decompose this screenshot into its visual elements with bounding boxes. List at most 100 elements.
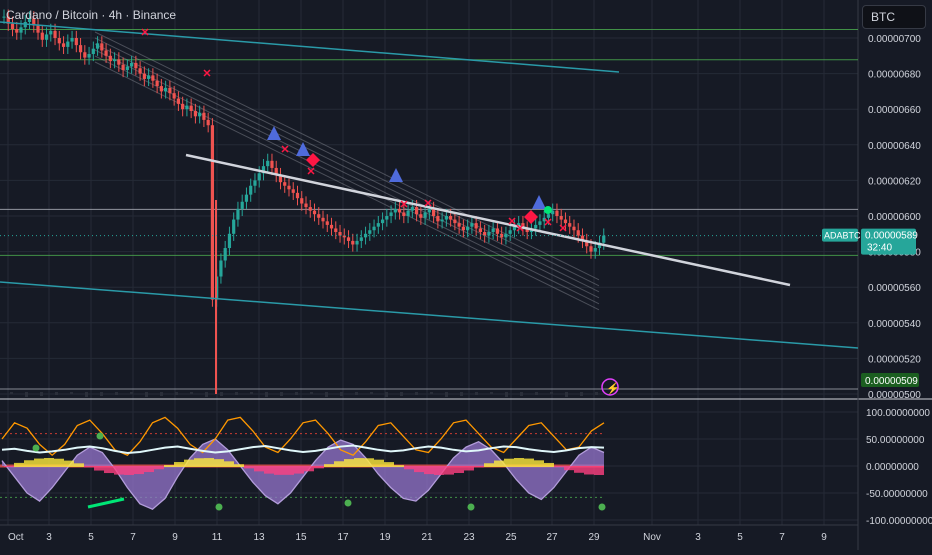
candle-body	[461, 226, 465, 231]
osc-y-tick-label: 100.00000000	[866, 408, 930, 419]
osc-histogram-bar	[84, 466, 94, 468]
candle-body	[147, 75, 151, 79]
currency-selector[interactable]: BTC	[862, 5, 926, 29]
x-tick-label: 15	[295, 532, 307, 543]
candle-body	[70, 38, 74, 42]
entry-dot	[544, 206, 552, 214]
candle-body	[534, 224, 538, 229]
candle-body	[19, 27, 23, 33]
x-tick-label: 25	[505, 532, 517, 543]
candle-body	[232, 219, 236, 234]
volume-bar	[550, 392, 553, 394]
candle-body	[257, 173, 261, 181]
volume-bar	[145, 392, 148, 397]
candle-body	[351, 240, 355, 245]
osc-histogram-bar	[254, 466, 264, 472]
candle-body	[57, 38, 61, 44]
candle-body	[283, 182, 287, 186]
osc-histogram-bar	[364, 458, 374, 467]
y-tick-label: 0.00000560	[868, 283, 921, 294]
trendlines[interactable]	[0, 21, 859, 349]
x-tick-label: 7	[779, 532, 785, 543]
osc-histogram-bar	[404, 466, 414, 470]
osc-histogram-bar	[244, 466, 254, 469]
candle-body	[91, 48, 95, 55]
volume-bar	[535, 392, 538, 395]
candle-body	[130, 62, 134, 67]
candle-body	[551, 210, 555, 215]
candle-body	[185, 105, 189, 110]
osc-histogram-bar	[174, 462, 184, 467]
volume-bar	[100, 392, 103, 396]
candle-body	[40, 32, 44, 40]
osc-histogram-bar	[464, 466, 474, 471]
osc-histogram-bar	[214, 459, 224, 467]
volume-bar	[190, 392, 193, 394]
x-tick-label: 29	[588, 532, 600, 543]
candle-body	[334, 228, 338, 233]
candle-body	[287, 185, 291, 190]
buy-triangle	[389, 168, 403, 182]
osc-histogram-bar	[574, 466, 584, 473]
candle-body	[49, 30, 53, 35]
candle-body	[291, 189, 295, 193]
osc-histogram-bar	[4, 466, 14, 467]
osc-histogram-bar	[434, 466, 444, 475]
exit-x-mark	[281, 145, 289, 153]
volume-bar	[160, 392, 163, 396]
volume-bar	[265, 392, 268, 397]
candle-body	[517, 223, 521, 227]
sell-diamond	[524, 210, 538, 224]
candle-body	[53, 30, 57, 38]
y-tick-label: 0.00000640	[868, 141, 921, 152]
osc-histogram-bar	[24, 460, 34, 467]
osc-histogram-bar	[104, 466, 114, 474]
buy-triangle	[296, 142, 310, 156]
candle-body	[227, 233, 232, 249]
osc-histogram-bar	[564, 466, 574, 471]
exit-x-mark	[559, 224, 567, 232]
candle-body	[44, 34, 49, 40]
osc-histogram-bar	[514, 458, 524, 467]
x-tick-label: 19	[379, 532, 391, 543]
volume-bar	[10, 392, 13, 394]
candle-body	[393, 208, 397, 213]
candle-body	[100, 43, 104, 51]
candle-body	[453, 219, 457, 224]
ribbon-line	[94, 49, 600, 299]
low-tag	[861, 373, 919, 387]
symbol-title[interactable]: Cardano / Bitcoin · 4h · Binance	[6, 8, 177, 22]
osc-histogram-bar	[184, 459, 194, 467]
candle-body	[483, 232, 487, 236]
candle-body	[236, 208, 240, 220]
candle-body	[304, 203, 308, 208]
candle-body	[572, 226, 576, 231]
candle-body	[202, 112, 206, 120]
candle-body	[487, 232, 491, 236]
volume-bar	[460, 392, 463, 396]
buy-triangle	[532, 195, 546, 209]
candle-body	[380, 219, 385, 224]
candle-body	[593, 248, 597, 252]
volume-bar	[355, 392, 358, 395]
candle-body	[138, 68, 142, 74]
symbol-tag-label: ADABTC	[824, 231, 861, 241]
lower-channel-line	[0, 281, 859, 349]
candle-body	[74, 38, 78, 46]
osc-histogram-bar	[554, 466, 564, 468]
candle-body	[491, 228, 495, 233]
volume-bar	[115, 392, 118, 395]
osc-histogram-bar	[264, 466, 274, 474]
candle-body	[589, 246, 593, 252]
candle-body	[474, 223, 478, 229]
osc-y-tick-label: 50.00000000	[866, 435, 925, 446]
candle-body	[470, 223, 474, 227]
osc-y-tick-label: 0.00000000	[866, 462, 919, 473]
candle-body	[308, 207, 312, 211]
candle-body	[189, 105, 193, 111]
osc-histogram-bar	[444, 466, 454, 475]
osc-histogram-bar	[234, 464, 244, 467]
